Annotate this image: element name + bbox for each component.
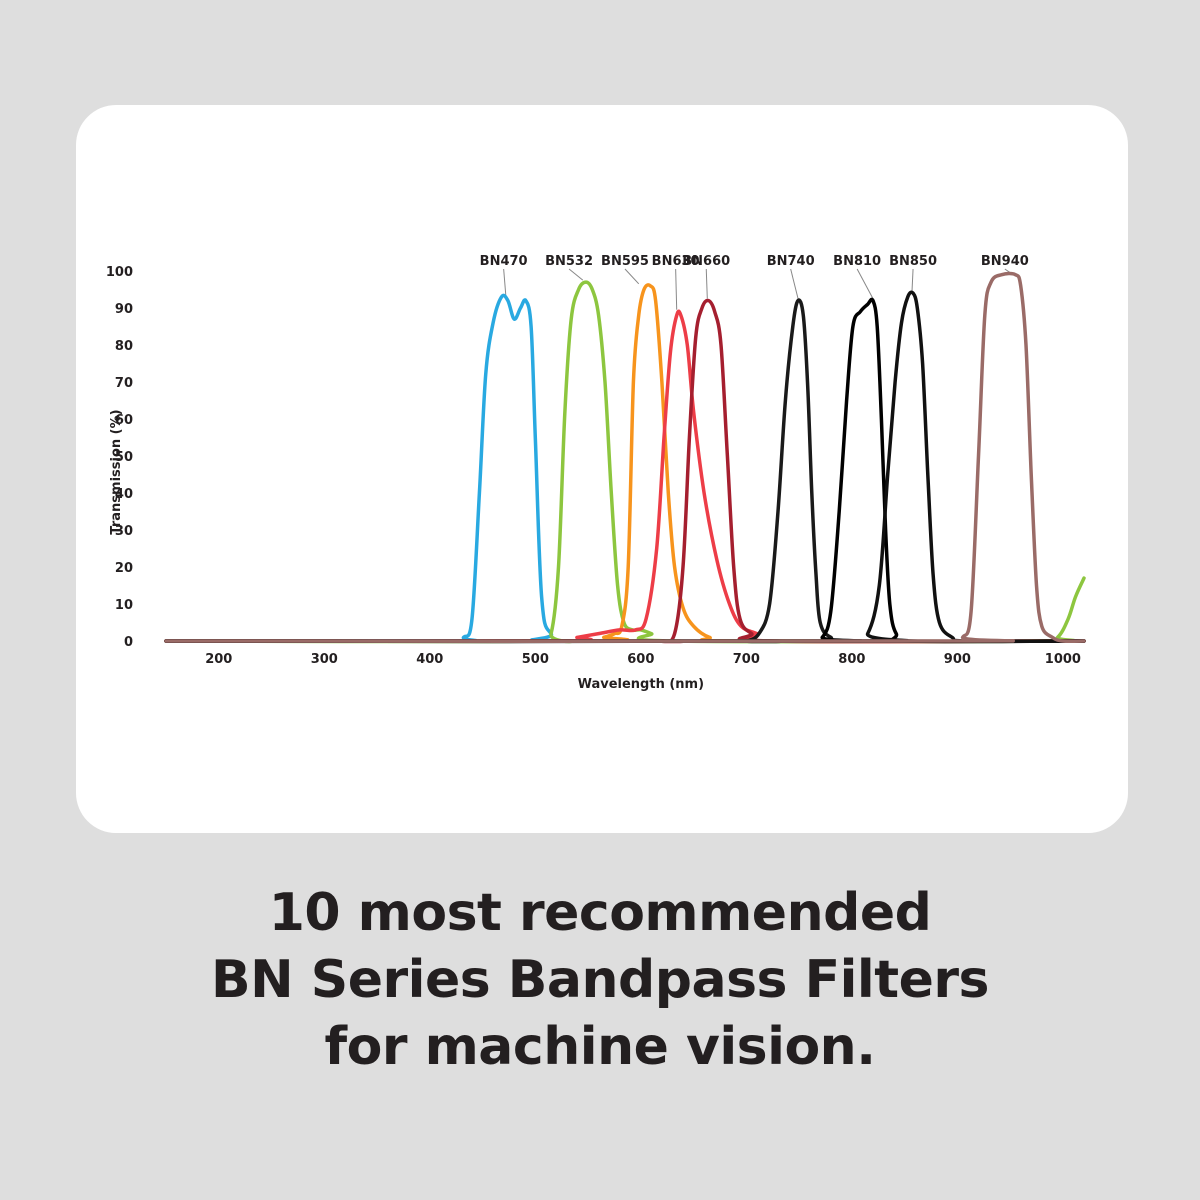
series-line	[164, 280, 1086, 644]
y-tick-label: 60	[115, 413, 133, 428]
y-tick-label: 50	[115, 450, 133, 465]
series-label: BN810	[833, 254, 881, 269]
transmission-chart: 0 10 20 30 40 50 60 70 80 90 100 200 300 400 500 600 700…	[106, 254, 1086, 692]
series-label: BN740	[767, 254, 815, 269]
series-label-leader	[856, 268, 874, 299]
x-tick-label: 900	[944, 652, 971, 667]
x-tick-label: 200	[205, 652, 232, 667]
y-tick-label: 70	[115, 376, 133, 391]
caption: 10 most recommended BN Series Bandpass F…	[0, 880, 1200, 1081]
y-tick-label: 100	[106, 265, 133, 280]
y-tick-label: 40	[115, 487, 133, 502]
series-line	[164, 293, 1086, 644]
x-tick-label: 700	[733, 652, 760, 667]
series-label-leader	[503, 268, 507, 295]
series-label: BN470	[480, 254, 528, 269]
y-tick-label: 80	[115, 339, 133, 354]
series-label-leader	[568, 268, 584, 281]
series-label-leader	[911, 268, 914, 292]
x-axis-title: Wavelength (nm)	[578, 677, 704, 692]
series-label: BN660	[682, 254, 730, 269]
series-label-leader	[790, 268, 799, 299]
caption-line-1: 10 most recommended	[268, 883, 932, 943]
series-label: BN940	[981, 254, 1029, 269]
x-tick-label: 300	[311, 652, 338, 667]
series-label-leader	[675, 268, 678, 310]
series-label: BN630	[652, 254, 700, 269]
series-label: BN595	[601, 254, 649, 269]
caption-line-2: BN Series Bandpass Filters	[211, 950, 989, 1010]
y-tick-label: 0	[124, 635, 133, 650]
series-label-leader	[624, 268, 640, 285]
chart-card: 0 10 20 30 40 50 60 70 80 90 100 200 300 400 500 600 700…	[76, 105, 1128, 833]
x-tick-label: 400	[416, 652, 443, 667]
series-line	[164, 290, 1086, 644]
x-tick-label: 600	[627, 652, 654, 667]
caption-line-3: for machine vision.	[324, 1017, 876, 1077]
y-tick-label: 10	[115, 598, 133, 613]
x-tick-label: 1000	[1045, 652, 1081, 667]
series-line	[164, 283, 1086, 644]
y-tick-label: 20	[115, 561, 133, 576]
series-label: BN532	[545, 254, 593, 269]
series-line	[164, 271, 1086, 644]
series-label: BN850	[889, 254, 937, 269]
y-tick-label: 90	[115, 302, 133, 317]
y-axis-title: Transmission (%)	[109, 409, 124, 534]
series-label-leader	[705, 268, 708, 299]
x-tick-label: 500	[522, 652, 549, 667]
y-tick-label: 30	[115, 524, 133, 539]
x-tick-label: 800	[838, 652, 865, 667]
